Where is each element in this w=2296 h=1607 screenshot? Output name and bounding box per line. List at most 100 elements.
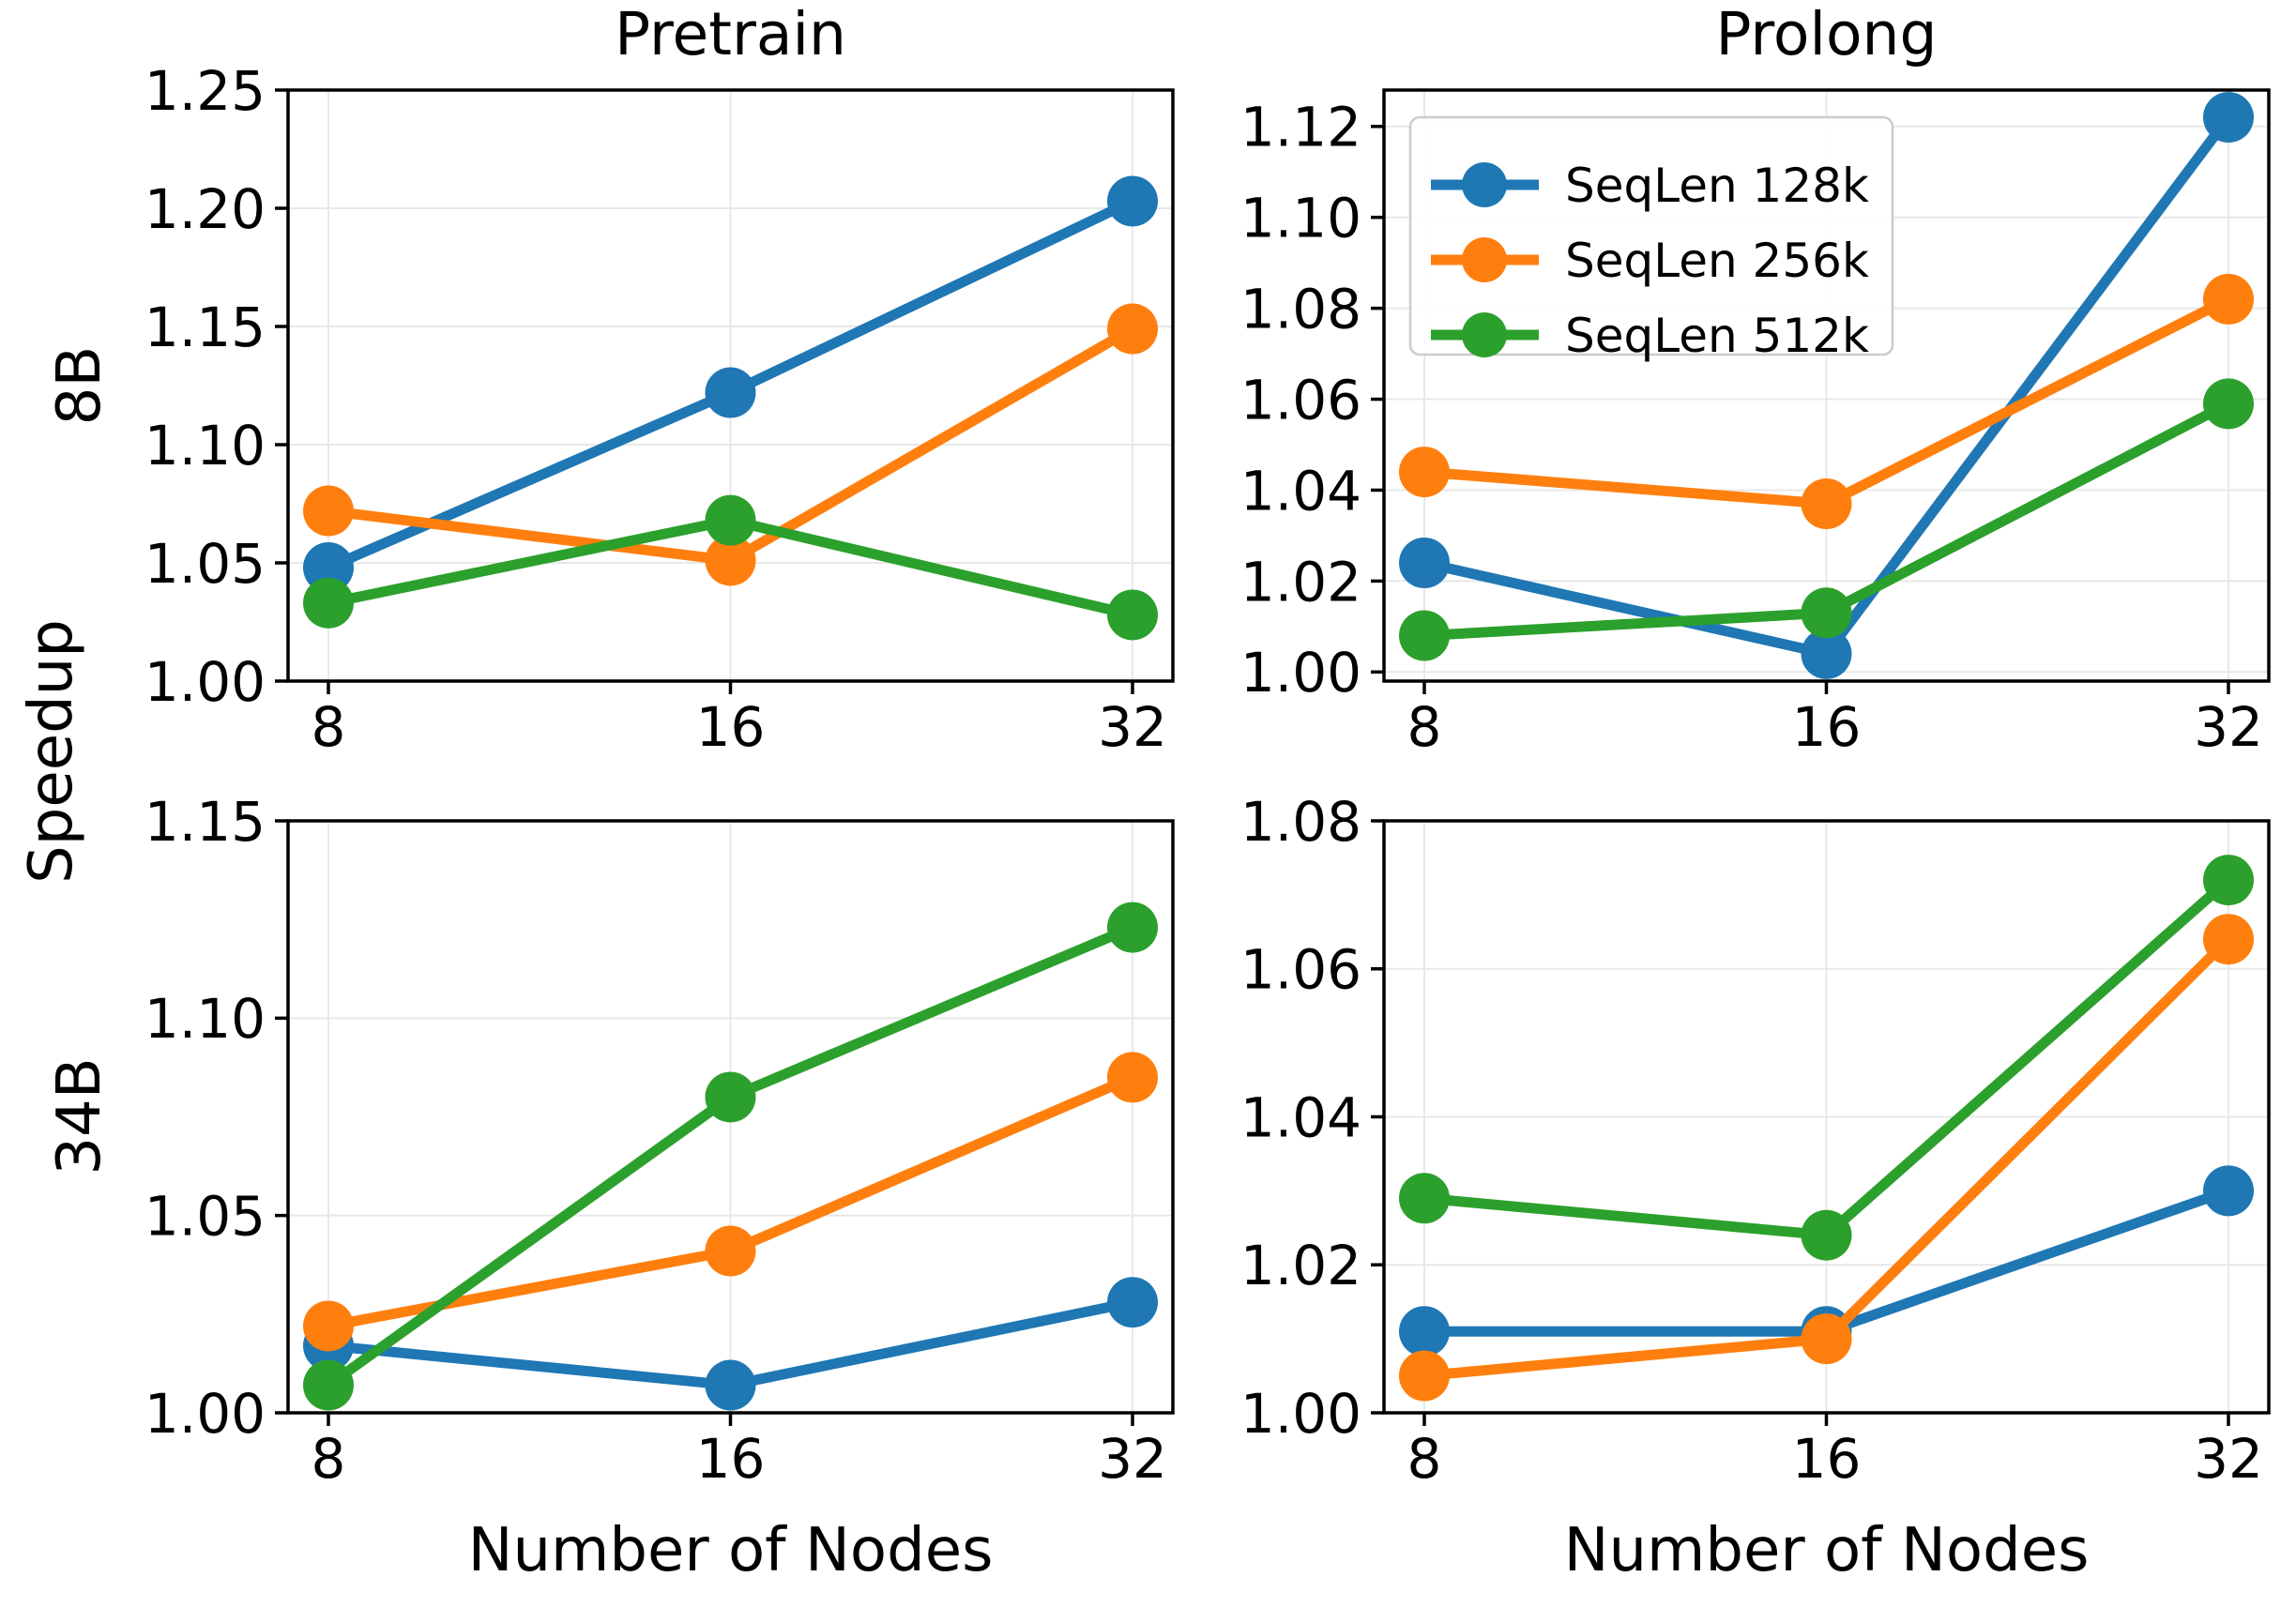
data-point <box>303 577 355 629</box>
x-axis-ticks: 8 16 32 <box>312 681 1167 759</box>
x-tick-label: 16 <box>696 695 766 759</box>
x-axis-ticks: 8 16 32 <box>1407 1413 2263 1491</box>
data-point <box>2202 273 2254 325</box>
y-tick-label: 1.04 <box>1240 1085 1361 1149</box>
x-tick-label: 32 <box>2194 695 2263 759</box>
series-seqlen-512k <box>1399 855 2254 1261</box>
y-axis-ticks: 1.00 1.02 1.04 1.06 1.08 1.10 1.12 <box>1240 96 1384 705</box>
data-point <box>1106 175 1158 227</box>
y-tick-label: 1.08 <box>1240 277 1361 341</box>
subplot-8b-pretrain: 8 16 32 1.00 1.05 1.10 1.15 1.20 1.25 <box>144 59 1175 759</box>
y-tick-label: 1.12 <box>1240 96 1361 159</box>
data-point <box>1106 303 1158 355</box>
data-point <box>2202 378 2254 430</box>
x-tick-label: 8 <box>312 695 346 759</box>
data-point <box>1106 1052 1158 1103</box>
legend-box <box>1408 115 1894 356</box>
y-tick-label: 1.25 <box>144 59 266 123</box>
data-point <box>1106 902 1158 953</box>
y-tick-label: 1.06 <box>1240 938 1361 1002</box>
y-tick-label: 1.10 <box>144 414 266 478</box>
data-point <box>1801 587 1852 639</box>
y-axis-ticks: 1.00 1.02 1.04 1.06 1.08 <box>1240 790 1384 1446</box>
data-point <box>303 1359 355 1411</box>
y-tick-label: 1.02 <box>1240 550 1361 614</box>
y-axis-label-speedup: Speedup <box>17 619 86 884</box>
subplot-34b-prolong: 8 16 32 1.00 1.02 1.04 1.06 1.08 <box>1240 790 2271 1491</box>
data-point <box>1801 478 1852 529</box>
data-point <box>2202 914 2254 965</box>
subplot-8b-prolong: 8 16 32 1.00 1.02 1.04 1.06 1.08 1.10 1.12 SeqLen … <box>1240 88 2271 759</box>
x-tick-label: 32 <box>2194 1427 2263 1491</box>
y-axis-ticks: 1.00 1.05 1.10 1.15 <box>144 790 288 1446</box>
y-tick-label: 1.15 <box>144 296 266 359</box>
data-point <box>705 494 756 546</box>
data-point <box>303 1300 355 1352</box>
series-seqlen-128k <box>303 175 1158 594</box>
data-point <box>1399 610 1451 661</box>
x-tick-label: 8 <box>312 1427 346 1491</box>
y-tick-label: 1.06 <box>1240 368 1361 432</box>
y-tick-label: 1.00 <box>1240 1382 1361 1446</box>
column-title-prolong: Prolong <box>1715 0 1938 68</box>
data-point <box>1801 628 1852 679</box>
subplot-34b-pretrain: 8 16 32 1.00 1.05 1.10 1.15 <box>144 790 1175 1491</box>
legend-item-seqlen-256k: SeqLen 256k <box>1431 234 1869 288</box>
x-tick-label: 16 <box>1792 695 1862 759</box>
legend-marker <box>1462 237 1507 282</box>
row-label-8b: 8B <box>45 345 114 426</box>
x-tick-label: 32 <box>1098 1427 1167 1491</box>
series-seqlen-512k <box>303 494 1158 641</box>
column-title-pretrain: Pretrain <box>615 0 846 68</box>
legend-label: SeqLen 256k <box>1565 234 1869 288</box>
data-point <box>705 1071 756 1123</box>
data-point <box>303 542 355 594</box>
series-seqlen-256k <box>303 303 1158 586</box>
data-point <box>2202 1165 2254 1217</box>
legend-label: SeqLen 128k <box>1565 159 1869 213</box>
data-point <box>705 367 756 418</box>
y-tick-label: 1.00 <box>144 1382 266 1446</box>
legend-item-seqlen-512k: SeqLen 512k <box>1431 309 1869 363</box>
legend-marker <box>1462 162 1507 207</box>
x-axis-ticks: 8 16 32 <box>1407 681 2263 759</box>
y-tick-label: 1.05 <box>144 532 266 596</box>
x-axis-label-right: Number of Nodes <box>1563 1516 2090 1585</box>
x-axis-label-left: Number of Nodes <box>467 1516 994 1585</box>
x-tick-label: 8 <box>1407 1427 1442 1491</box>
legend-label: SeqLen 512k <box>1565 309 1869 363</box>
data-point <box>2202 855 2254 906</box>
data-point <box>1801 1313 1852 1365</box>
data-point <box>1106 589 1158 641</box>
series-seqlen-256k <box>1399 273 2254 529</box>
x-tick-label: 32 <box>1098 695 1167 759</box>
data-point <box>303 485 355 537</box>
series-seqlen-512k <box>303 902 1158 1411</box>
y-tick-label: 1.10 <box>1240 187 1361 250</box>
y-tick-label: 1.05 <box>144 1185 266 1249</box>
x-axis-ticks: 8 16 32 <box>312 1413 1167 1491</box>
data-point <box>1399 1173 1451 1224</box>
x-tick-label: 8 <box>1407 695 1442 759</box>
y-tick-label: 1.04 <box>1240 459 1361 523</box>
legend-item-seqlen-128k: SeqLen 128k <box>1431 159 1869 213</box>
data-point <box>1399 538 1451 588</box>
x-tick-label: 16 <box>1792 1427 1862 1491</box>
data-point <box>705 1225 756 1277</box>
y-tick-label: 1.00 <box>1240 641 1361 705</box>
y-tick-label: 1.00 <box>144 650 266 714</box>
y-tick-label: 1.02 <box>1240 1234 1361 1297</box>
series-seqlen-256k <box>1399 914 2254 1402</box>
data-point <box>1106 1277 1158 1328</box>
data-point <box>2202 92 2254 144</box>
series-seqlen-512k <box>1399 378 2254 661</box>
x-tick-label: 16 <box>696 1427 766 1491</box>
series-seqlen-256k <box>303 1052 1158 1352</box>
row-label-34b: 34B <box>45 1057 114 1175</box>
data-point <box>1399 1350 1451 1402</box>
series-seqlen-128k <box>1399 92 2254 679</box>
data-point <box>705 1359 756 1411</box>
y-tick-label: 1.08 <box>1240 790 1361 854</box>
data-point <box>1399 1306 1451 1357</box>
